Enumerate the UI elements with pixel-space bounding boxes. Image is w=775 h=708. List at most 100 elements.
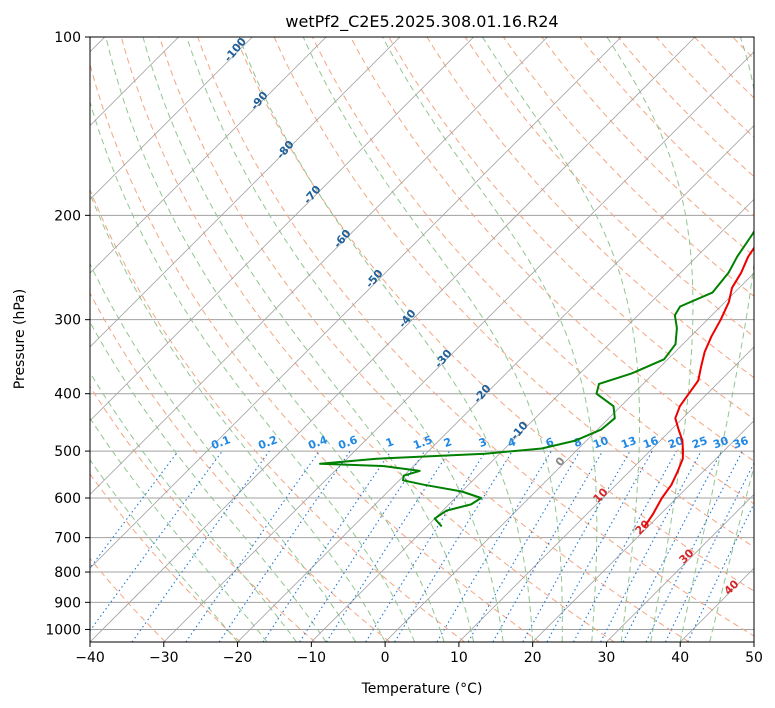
x-tick-label: 10 <box>450 650 468 666</box>
mixing-ratio-line <box>299 450 426 642</box>
isotherm-line <box>163 51 754 642</box>
moist-adiabat-line <box>90 459 238 642</box>
mixing-ratio-label: 0.1 <box>209 433 232 452</box>
mixing-ratio-line <box>262 450 392 642</box>
mixing-ratio-line <box>436 450 552 642</box>
dry-adiabat-line <box>694 37 754 99</box>
mixing-ratio-line <box>90 450 179 569</box>
dry-adiabat-line <box>579 37 754 217</box>
profiles <box>319 229 754 528</box>
isotherm-line <box>90 37 327 274</box>
moist-adiabat-line <box>90 100 416 642</box>
x-axis-label: Temperature (°C) <box>361 681 483 697</box>
y-tick-label: 500 <box>54 444 81 460</box>
mixing-ratio-label: 16 <box>641 434 660 452</box>
mixing-ratio-label: 1 <box>384 435 396 450</box>
mixing-ratio-label: 10 <box>591 434 610 452</box>
y-tick-label: 100 <box>54 30 81 46</box>
mixing-ratio-label: 13 <box>619 434 638 451</box>
plot-area: 0.1 0.2 0.4 0.6 1 1.5 2 3 4 6 8 10 13 16 20 25 30 36-100-… <box>90 37 754 642</box>
mixing-ratio-line <box>185 450 320 642</box>
mixing-ratio-lines <box>90 450 754 642</box>
mixing-ratio-line <box>573 450 677 642</box>
mixing-ratio-line <box>645 450 743 642</box>
x-tick-label: 50 <box>745 650 763 666</box>
mixing-ratio-label: 0.4 <box>306 433 329 452</box>
mixing-ratio-label: 8 <box>572 435 584 450</box>
dry-adiabat-line <box>90 62 540 642</box>
mixing-ratio-label: 0.6 <box>336 433 359 452</box>
moist-adiabat-line <box>709 464 754 642</box>
x-tick-label: −20 <box>223 650 253 666</box>
moist-adiabat-line <box>186 37 504 642</box>
chart-title: wetPf2_C2E5.2025.308.01.16.R24 <box>285 12 558 32</box>
y-axis-label: Pressure (hPa) <box>12 289 28 389</box>
mixing-ratio-line <box>522 450 631 642</box>
mixing-ratio-line <box>467 450 581 642</box>
dry-adiabat-line <box>90 385 316 642</box>
y-tick-label: 200 <box>54 208 81 224</box>
moist-adiabats <box>90 37 754 642</box>
moist-adiabat-label: -70 <box>301 183 324 207</box>
moist-adiabat-label: -80 <box>274 138 297 162</box>
mixing-ratio-line <box>394 450 513 642</box>
moist-adiabat-line <box>606 37 694 642</box>
isopleth-labels: 0.1 0.2 0.4 0.6 1 1.5 2 3 4 6 8 10 13 16 20 25 30 36-100-… <box>209 37 750 598</box>
moist-adiabat-line <box>90 192 386 642</box>
mixing-ratio-line <box>131 450 270 642</box>
dry-adiabat-line <box>311 37 754 505</box>
x-tick-label: 40 <box>671 650 689 666</box>
x-tick-label: 0 <box>381 650 390 666</box>
moist-adiabat-line <box>90 371 298 642</box>
moist-adiabat-line <box>302 37 563 642</box>
dry-adiabat-line <box>90 473 241 642</box>
moist-adiabat-line <box>382 37 598 642</box>
moist-adiabat-line <box>679 37 754 642</box>
moist-adiabat-line <box>142 37 475 642</box>
dry-adiabat-label: 10 <box>591 485 611 505</box>
isotherm-line <box>90 37 622 569</box>
isotherm-line <box>532 420 754 642</box>
isotherm-line <box>90 37 401 348</box>
mixing-ratio-label: 1.5 <box>411 433 434 452</box>
dry-adiabat-line <box>90 292 391 642</box>
moist-adiabat-line <box>90 417 268 642</box>
temperature-line <box>643 246 754 527</box>
moist-adiabat-line <box>482 37 640 642</box>
moist-adiabat-label: -60 <box>331 227 354 251</box>
mixing-ratio-label: 30 <box>711 434 730 452</box>
plot-frame <box>89 36 755 643</box>
mixing-ratio-label: 2 <box>442 435 454 450</box>
y-tick-label: 300 <box>54 313 81 329</box>
y-tick-label: 400 <box>54 387 81 403</box>
x-tick-label: −10 <box>297 650 327 666</box>
dry-adiabat-line <box>426 37 754 379</box>
x-tick-label: 20 <box>524 650 542 666</box>
mixing-ratio-label: 3 <box>477 435 489 450</box>
isotherm-line <box>458 346 754 642</box>
x-tick-label: −40 <box>75 650 105 666</box>
dry-adiabats <box>90 37 754 642</box>
mixing-ratio-line <box>325 450 450 642</box>
isotherm-line <box>90 37 548 496</box>
y-tick-label: 900 <box>54 595 81 611</box>
isotherm-line <box>237 124 754 642</box>
isotherms <box>90 37 754 642</box>
mixing-ratio-label: 4 <box>506 435 518 450</box>
dry-adiabat-line <box>350 37 754 462</box>
moist-adiabat-line <box>90 262 357 642</box>
mixing-ratio-label: 6 <box>544 435 556 450</box>
isotherm-line <box>384 272 754 642</box>
moist-adiabat-label: -30 <box>432 347 455 371</box>
moist-adiabat-line <box>105 37 445 642</box>
isotherm-line <box>90 37 696 642</box>
dry-adiabat-line <box>120 37 615 642</box>
y-tick-label: 1000 <box>45 622 81 638</box>
dewpoint-line <box>319 229 754 528</box>
dry-adiabat-line <box>655 37 754 138</box>
mixing-ratio-line <box>365 450 487 642</box>
pressure-gridlines <box>90 37 754 630</box>
mixing-ratio-line <box>90 450 223 632</box>
mixing-ratio-label: 36 <box>731 434 750 452</box>
